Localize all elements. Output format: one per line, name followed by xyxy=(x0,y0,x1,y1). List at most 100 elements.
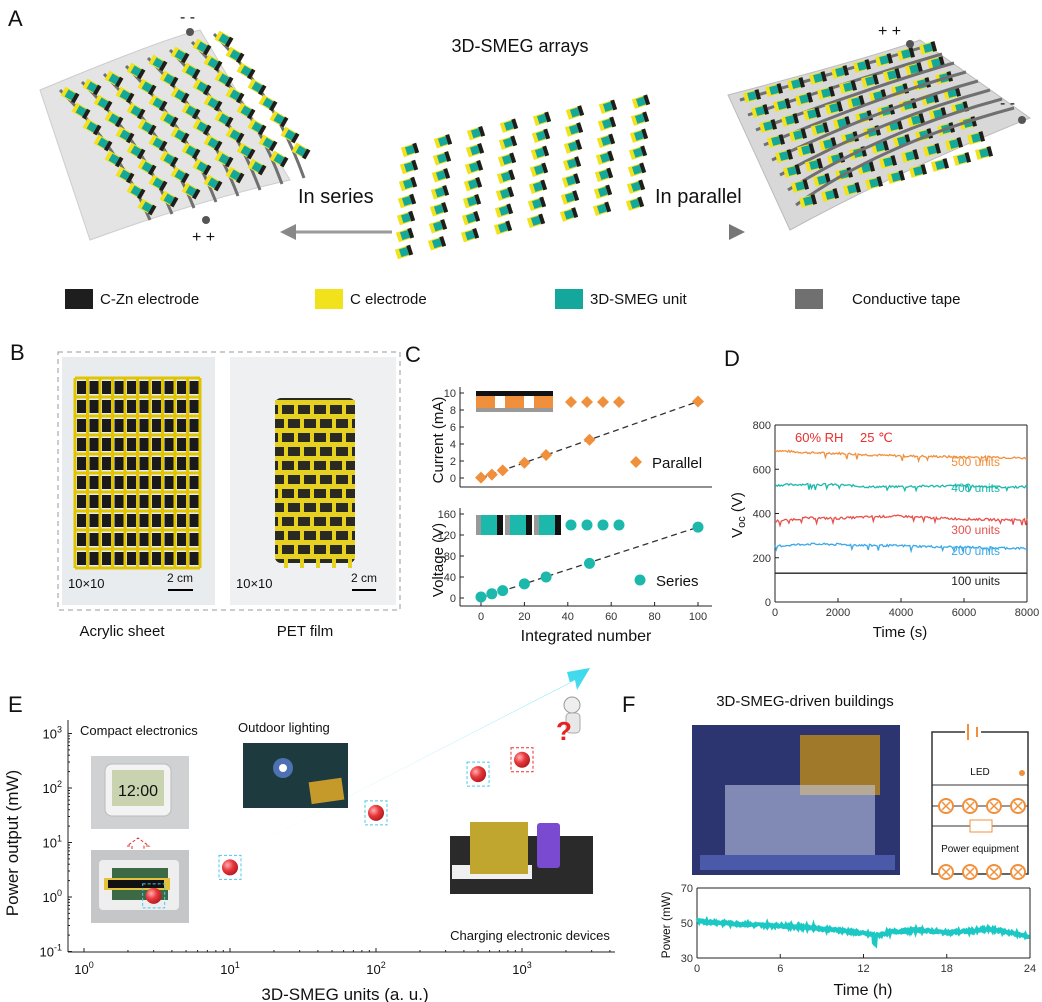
terminal-label: - - xyxy=(1000,95,1015,112)
smeg-unit xyxy=(93,94,113,112)
czn-electrode xyxy=(103,100,113,112)
smeg-core xyxy=(565,175,577,186)
tick-label: 50 xyxy=(681,918,693,930)
data-point xyxy=(613,396,625,408)
czn-electrode xyxy=(607,150,615,162)
czn-electrode xyxy=(864,59,872,70)
smeg-core xyxy=(284,129,296,141)
legend: C-Zn electrode C electrode 3D-SMEG unit Con… xyxy=(65,289,960,309)
czn-electrode xyxy=(103,140,113,152)
czn-electrode xyxy=(476,159,484,171)
terminal-dot xyxy=(906,40,914,48)
smeg-unit xyxy=(530,145,550,161)
unit xyxy=(89,400,99,413)
smeg-core xyxy=(532,181,544,192)
unit xyxy=(114,495,124,508)
smeg-core xyxy=(402,178,414,190)
yellow-bar xyxy=(342,540,346,554)
smeg-unit xyxy=(974,146,994,160)
tick-label: 160 xyxy=(438,509,456,521)
smeg-unit xyxy=(398,176,418,192)
czn-electrode xyxy=(147,84,157,96)
series-label: 100 units xyxy=(951,574,1000,588)
czn-electrode xyxy=(235,132,245,144)
unit xyxy=(102,438,111,451)
smeg-unit xyxy=(830,65,850,79)
czn-electrode xyxy=(439,236,447,247)
smeg-core xyxy=(596,203,608,214)
smeg-unit xyxy=(247,158,267,176)
smeg-unit xyxy=(258,134,278,152)
yellow-bar xyxy=(326,428,330,442)
unit xyxy=(89,533,99,546)
smeg-unit xyxy=(886,170,906,184)
tick-label: 6 xyxy=(450,422,456,434)
czn-electrode xyxy=(191,188,201,200)
smeg-core xyxy=(218,113,230,125)
smeg-unit xyxy=(236,62,256,80)
smeg-unit xyxy=(531,128,551,144)
smeg-core xyxy=(207,97,219,109)
smeg-core xyxy=(240,105,252,117)
smeg-core xyxy=(905,151,915,161)
smeg-unit xyxy=(786,77,806,91)
smeg-core xyxy=(108,153,120,165)
czn-electrode xyxy=(572,190,580,202)
tick-label: 400 xyxy=(753,509,771,521)
smeg-unit xyxy=(966,131,986,145)
inset-layer xyxy=(526,515,532,535)
smeg-core xyxy=(497,222,509,233)
smeg-core xyxy=(108,73,120,85)
legend-label: 3D-SMEG unit xyxy=(590,291,688,308)
series-line xyxy=(774,482,1028,493)
series-line xyxy=(774,542,1028,554)
czn-electrode xyxy=(828,86,836,97)
unit xyxy=(77,476,86,489)
terminal-dot xyxy=(1018,116,1026,124)
smeg-unit xyxy=(802,107,822,121)
czn-electrode xyxy=(147,204,157,216)
czn-electrode xyxy=(125,172,135,184)
czn-electrode xyxy=(409,193,417,205)
smeg-core xyxy=(251,81,263,93)
unit xyxy=(152,514,161,527)
smeg-core xyxy=(634,113,646,124)
smeg-core xyxy=(97,137,109,149)
legend-label: C electrode xyxy=(350,291,427,308)
czn-electrode xyxy=(942,158,950,169)
czn-electrode xyxy=(213,180,223,192)
smeg-unit xyxy=(225,166,245,184)
unit xyxy=(127,457,136,470)
smeg-unit xyxy=(852,59,872,73)
photo-caption: PET film xyxy=(277,623,333,640)
czn-electrode xyxy=(408,210,416,222)
smeg-unit xyxy=(192,118,212,136)
data-point xyxy=(475,591,487,603)
smeg-unit xyxy=(192,78,212,96)
y-axis-label: Power output (mW) xyxy=(3,770,22,916)
led-cross xyxy=(989,801,999,811)
smeg-unit xyxy=(780,113,800,127)
smeg-core xyxy=(174,129,186,141)
y-axis-label: Voc (V) xyxy=(729,492,748,538)
unit xyxy=(152,476,161,489)
smeg-unit xyxy=(170,46,190,64)
data-point xyxy=(518,456,531,469)
smeg-unit xyxy=(559,207,579,222)
annotation-charging: Charging electronic devices xyxy=(450,928,610,943)
tick-label: 4000 xyxy=(889,607,913,619)
unit xyxy=(139,400,149,413)
smeg-unit xyxy=(203,54,223,72)
array-size: 10×10 xyxy=(236,576,273,591)
data-point xyxy=(630,456,642,468)
smeg-core xyxy=(785,115,795,125)
czn-electrode xyxy=(978,131,986,142)
tick-label: 20 xyxy=(518,611,530,623)
unit xyxy=(127,495,136,508)
smeg-unit xyxy=(593,184,613,200)
smeg-core xyxy=(891,172,901,182)
czn-electrode xyxy=(442,185,450,196)
unit xyxy=(127,533,136,546)
yellow-bar xyxy=(332,498,336,512)
smeg-unit xyxy=(820,188,840,202)
